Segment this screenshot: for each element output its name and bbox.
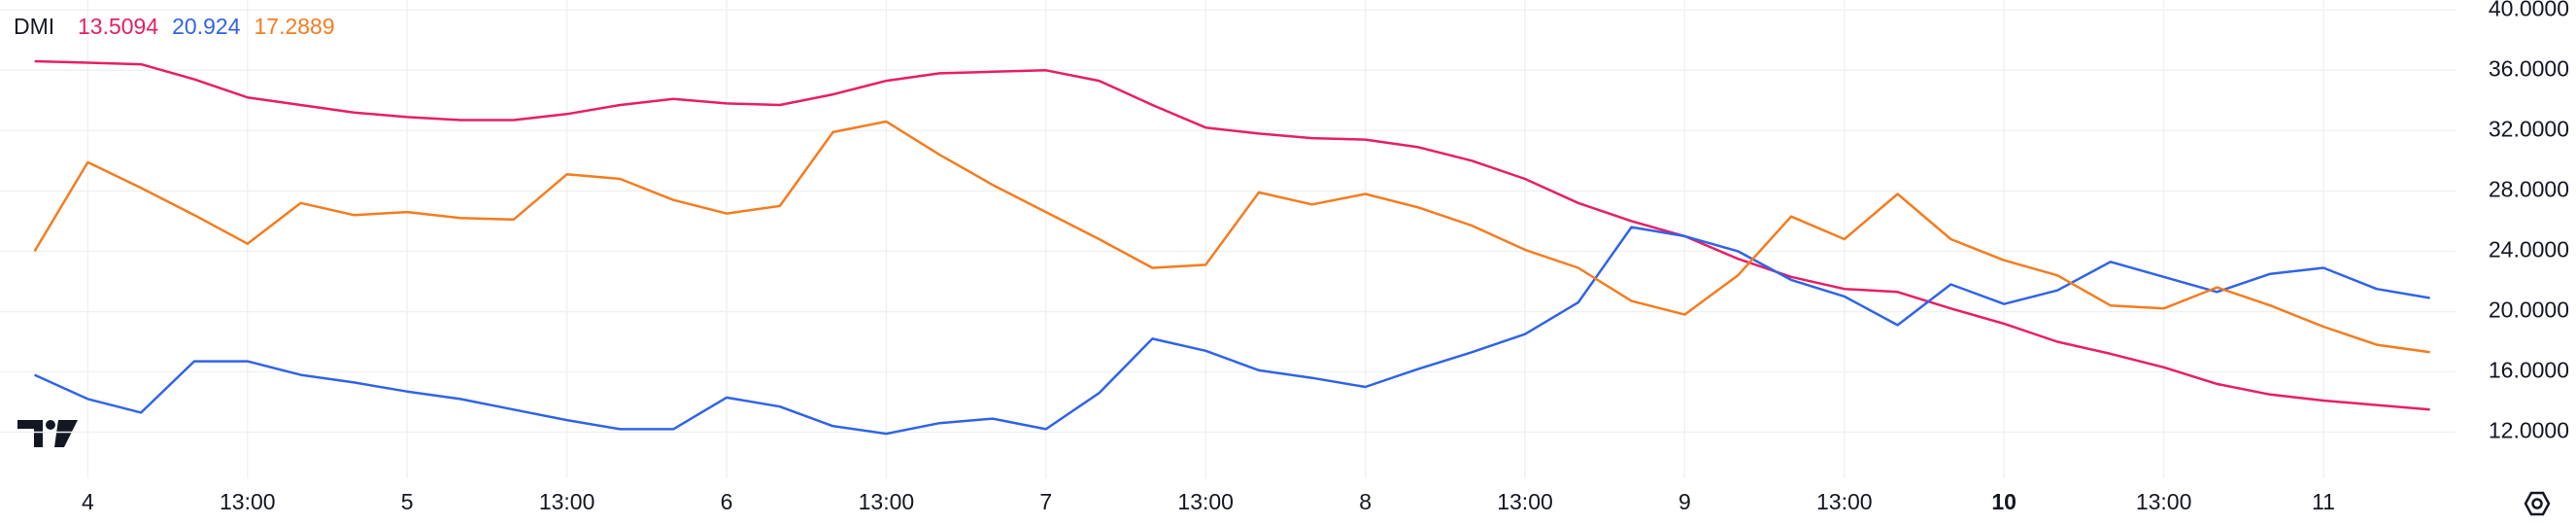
x-tick-label: 5	[401, 489, 414, 514]
x-tick-label: 6	[721, 489, 733, 514]
line-series	[34, 226, 2430, 436]
legend-value: 20.924	[172, 14, 241, 39]
x-tick-label: 13:00	[1177, 489, 1234, 514]
x-tick-label: 10	[1991, 489, 2017, 514]
tv-logo	[17, 420, 78, 447]
y-tick-label: 32.0000	[2489, 116, 2569, 141]
x-tick-label: 8	[1359, 489, 1372, 514]
legend-value: 13.5094	[78, 14, 158, 39]
plot: 12.0000 16.0000 20.0000 24.0000 28.0000 32.00…	[0, 0, 2569, 514]
x-tick-label: 7	[1039, 489, 1052, 514]
y-tick-label: 28.0000	[2489, 176, 2569, 201]
y-tick-label: 36.0000	[2489, 55, 2569, 81]
legend-value: 17.2889	[254, 14, 335, 39]
y-tick-label: 16.0000	[2489, 358, 2569, 383]
x-tick-label: 13:00	[220, 489, 276, 514]
line-series	[34, 59, 2430, 411]
legend-title: DMI	[14, 14, 54, 39]
x-tick-label: 13:00	[539, 489, 595, 514]
x-tick-label: 13:00	[1497, 489, 1553, 514]
x-tick-label: 11	[2312, 489, 2335, 514]
x-tick-label: 9	[1678, 489, 1691, 514]
x-tick-label: 13:00	[1816, 489, 1873, 514]
y-tick-label: 12.0000	[2489, 418, 2569, 443]
y-tick-label: 40.0000	[2489, 0, 2569, 20]
x-tick-label: 4	[82, 489, 94, 514]
settings-icon[interactable]	[2524, 491, 2551, 516]
x-tick-label: 13:00	[859, 489, 915, 514]
line-series	[33, 120, 2430, 354]
y-tick-label: 24.0000	[2489, 236, 2569, 262]
y-tick-label: 20.0000	[2489, 298, 2569, 323]
x-tick-label: 13:00	[2136, 489, 2192, 514]
